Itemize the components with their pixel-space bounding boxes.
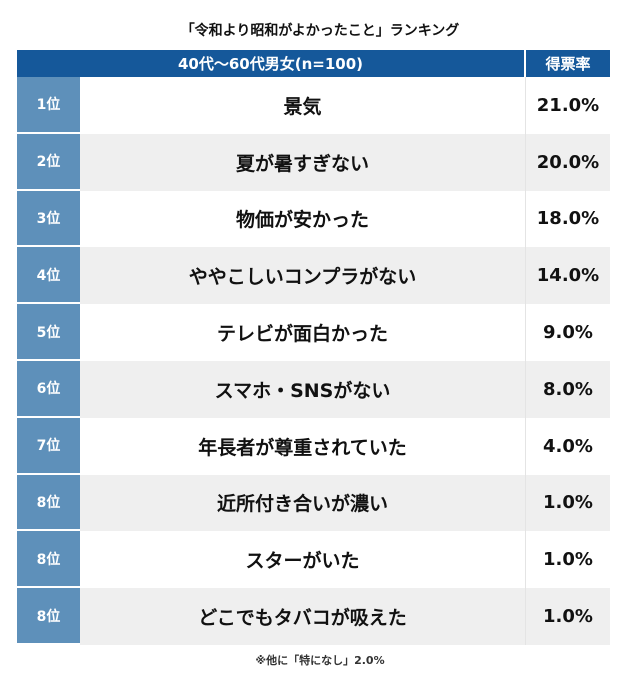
- item-cell: テレビが面白かった: [80, 304, 526, 361]
- rank-cell: 6位: [17, 360, 80, 418]
- rank-cell: 5位: [17, 304, 80, 361]
- table-header: 40代〜60代男女(n=100) 得票率: [17, 50, 610, 77]
- table-row: 1位 景気 21.0%: [17, 77, 610, 134]
- table-row: 5位 テレビが面白かった 9.0%: [17, 304, 610, 361]
- table-row: 6位 スマホ・SNSがない 8.0%: [17, 360, 610, 418]
- table-row: 8位 近所付き合いが濃い 1.0%: [17, 474, 610, 532]
- item-cell: 近所付き合いが濃い: [80, 474, 526, 532]
- table-row: 3位 物価が安かった 18.0%: [17, 190, 610, 248]
- percent-cell: 20.0%: [526, 133, 610, 191]
- item-cell: 年長者が尊重されていた: [80, 417, 526, 475]
- percent-cell: 18.0%: [536, 208, 600, 230]
- footnote: ※他に「特になし」2.0%: [255, 654, 385, 667]
- table-row: 2位 夏が暑すぎない 20.0%: [17, 133, 610, 191]
- header-vote-rate: 得票率: [545, 55, 591, 73]
- item-cell: スマホ・SNSがない: [80, 360, 526, 418]
- chart-title: 「令和より昭和がよかったこと」ランキング: [180, 23, 460, 39]
- rank-cell: 2位: [17, 133, 80, 191]
- item-cell: どこでもタバコが吸えた: [80, 588, 526, 645]
- rank-cell: 7位: [17, 417, 80, 475]
- table-row: 8位 スターがいた 1.0%: [17, 531, 610, 589]
- rank-cell: 8位: [17, 588, 80, 645]
- percent-cell: 4.0%: [543, 435, 593, 457]
- item-cell: 夏が暑すぎない: [80, 133, 526, 191]
- percent-cell: 14.0%: [526, 247, 610, 305]
- rank-cell: 8位: [17, 531, 80, 589]
- ranking-table: 40代〜60代男女(n=100) 得票率 1位 景気 21.0% 2位 夏が暑すぎない 2…: [17, 50, 610, 645]
- item-cell: ややこしいコンプラがない: [80, 247, 526, 305]
- table-body: 1位 景気 21.0% 2位 夏が暑すぎない 20.0% 3位 物価が安かった 18.0% 4位や…: [17, 77, 610, 645]
- percent-cell: 1.0%: [526, 474, 610, 532]
- header-survey-group: 40代〜60代男女(n=100): [17, 50, 526, 77]
- percent-cell: 21.0%: [536, 94, 600, 116]
- rank-cell: 4位: [17, 247, 80, 305]
- percent-cell: 8.0%: [526, 360, 610, 418]
- table-row: 8位 どこでもタバコが吸えた 1.0%: [17, 588, 610, 645]
- item-cell: スターがいた: [80, 531, 526, 589]
- item-cell: 景気: [80, 77, 526, 134]
- percent-cell: 1.0%: [526, 588, 610, 645]
- percent-cell: 9.0%: [543, 322, 593, 344]
- rank-cell: 3位: [17, 190, 80, 248]
- table-row: 7位 年長者が尊重されていた 4.0%: [17, 417, 610, 475]
- percent-cell: 1.0%: [543, 549, 593, 571]
- item-cell: 物価が安かった: [80, 190, 526, 248]
- table-row: 4位 ややこしいコンプラがない 14.0%: [17, 247, 610, 305]
- rank-cell: 1位: [17, 77, 80, 134]
- rank-cell: 8位: [17, 474, 80, 532]
